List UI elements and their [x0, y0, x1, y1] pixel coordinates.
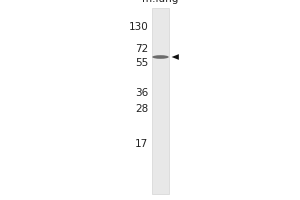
Text: 36: 36 [135, 88, 148, 98]
Text: 130: 130 [129, 22, 148, 32]
Text: 17: 17 [135, 139, 148, 149]
Ellipse shape [152, 55, 169, 59]
Text: 28: 28 [135, 104, 148, 114]
Polygon shape [172, 54, 179, 60]
Bar [152, 8, 169, 194]
Text: m.lung: m.lung [142, 0, 179, 4]
Text: 55: 55 [135, 58, 148, 68]
Text: 72: 72 [135, 44, 148, 54]
